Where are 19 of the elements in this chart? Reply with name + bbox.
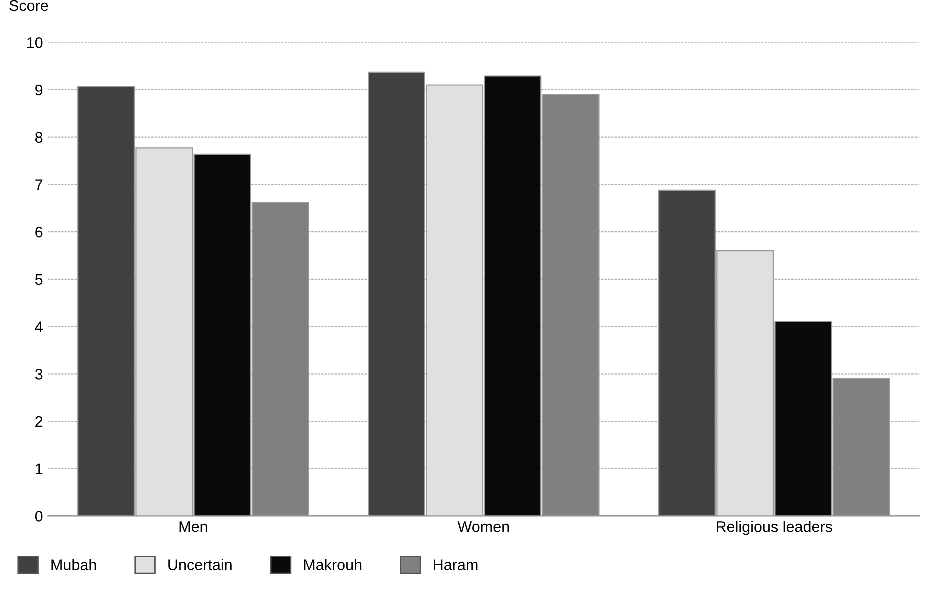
y-tick-label: 5 <box>35 274 43 286</box>
legend-label: Uncertain <box>168 559 232 570</box>
y-tick-label: 4 <box>35 322 43 332</box>
x-tick-label: Women <box>458 522 510 532</box>
y-tick-label: 0 <box>35 511 43 522</box>
legend-label: Mubah <box>52 559 96 570</box>
x-tick-label: Religious leaders <box>717 521 832 536</box>
y-axis-title: Score <box>10 0 48 12</box>
y-tick-label: 7 <box>36 180 43 190</box>
y-tick-label: 3 <box>35 369 43 380</box>
y-tick-label: 8 <box>36 132 43 144</box>
legend-label: Haram <box>434 560 478 570</box>
legend-label: Makrouh <box>304 559 362 570</box>
y-tick-label: 1 <box>36 464 43 474</box>
y-tick-label: 6 <box>36 226 43 238</box>
y-tick-label: 2 <box>36 416 43 428</box>
y-tick-label: 10 <box>28 37 43 48</box>
x-tick-label: Men <box>180 522 208 532</box>
y-tick-label: 9 <box>36 84 43 96</box>
